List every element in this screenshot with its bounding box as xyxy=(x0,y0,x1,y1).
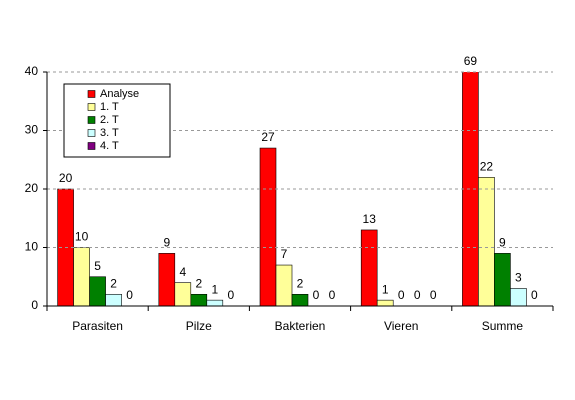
legend-label: 4. T xyxy=(100,140,119,152)
data-label: 4 xyxy=(179,265,186,279)
bar xyxy=(190,293,208,306)
data-label: 0 xyxy=(329,288,336,302)
legend-label: 1. T xyxy=(100,101,119,113)
bar xyxy=(89,276,106,306)
bar xyxy=(360,229,378,306)
legend-label: 2. T xyxy=(100,114,119,126)
bar xyxy=(494,253,511,306)
data-label: 0 xyxy=(227,288,234,302)
data-label: 2 xyxy=(110,276,117,290)
bar xyxy=(462,72,479,306)
data-label: 0 xyxy=(414,288,421,302)
legend-swatch xyxy=(87,90,96,98)
bar xyxy=(73,247,90,306)
data-label: 0 xyxy=(430,288,437,302)
data-label: 13 xyxy=(363,212,377,226)
data-label: 3 xyxy=(515,271,522,285)
bar xyxy=(206,299,224,306)
y-tick-label: 10 xyxy=(25,240,39,254)
legend-label: Analyse xyxy=(100,88,139,100)
legend-box xyxy=(63,83,171,158)
y-tick-label: 0 xyxy=(31,298,38,312)
plot-area xyxy=(57,72,527,306)
data-label: 10 xyxy=(75,230,89,244)
data-label: 1 xyxy=(211,282,218,296)
bar xyxy=(259,147,277,306)
data-label: 0 xyxy=(313,288,320,302)
legend-swatch xyxy=(87,103,96,111)
data-label: 2 xyxy=(297,276,304,290)
data-label: 1 xyxy=(382,282,389,296)
bar xyxy=(510,288,527,306)
bar xyxy=(174,282,192,306)
data-label: 27 xyxy=(261,130,275,144)
bar xyxy=(291,293,309,306)
x-tick-label: Vieren xyxy=(384,319,418,333)
bar xyxy=(275,264,293,306)
data-label: 0 xyxy=(398,288,405,302)
x-tick-label: Bakterien xyxy=(275,319,326,333)
legend-swatch xyxy=(87,116,96,124)
bar xyxy=(105,293,122,306)
data-label: 69 xyxy=(464,54,478,68)
data-label: 2 xyxy=(195,276,202,290)
data-label: 20 xyxy=(59,171,73,185)
bar xyxy=(158,253,176,306)
data-label: 7 xyxy=(281,247,288,261)
bar xyxy=(376,299,394,306)
data-label: 9 xyxy=(499,236,506,250)
y-tick-label: 30 xyxy=(25,123,39,137)
x-tick-label: Parasiten xyxy=(72,319,123,333)
x-tick-label: Pilze xyxy=(186,319,212,333)
legend-swatch xyxy=(87,129,96,137)
y-tick-label: 20 xyxy=(25,181,39,195)
data-label: 0 xyxy=(531,288,538,302)
data-label: 5 xyxy=(94,259,101,273)
legend-swatch xyxy=(87,142,96,150)
y-tick-label: 40 xyxy=(25,64,39,78)
x-tick-label: Summe xyxy=(482,319,524,333)
data-label: 0 xyxy=(126,288,133,302)
legend-label: 3. T xyxy=(100,127,119,139)
data-label: 22 xyxy=(480,159,494,173)
bar xyxy=(478,177,495,306)
data-label: 9 xyxy=(163,236,170,250)
